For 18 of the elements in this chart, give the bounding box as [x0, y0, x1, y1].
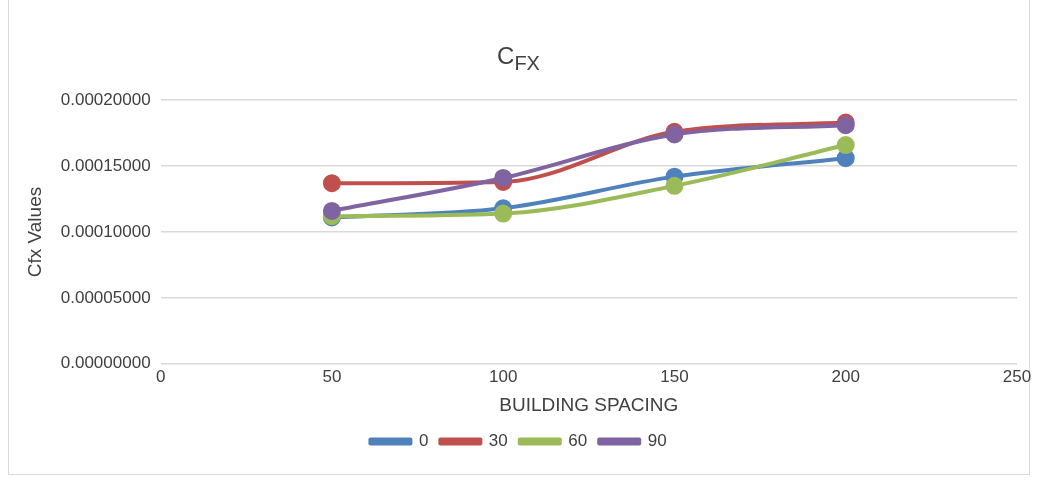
x-tick-label: 50 — [322, 366, 342, 386]
y-tick-label: 0.00020000 — [60, 89, 151, 109]
x-tick-label: 200 — [831, 366, 860, 386]
y-tick-label: 0.00000000 — [60, 353, 151, 373]
x-tick-label: 150 — [660, 366, 689, 386]
x-tick-label: 0 — [155, 366, 166, 386]
x-tick-label: 250 — [1002, 366, 1032, 386]
y-tick-label: 0.00005000 — [60, 287, 151, 307]
legend-label: 90 — [647, 431, 667, 451]
legend-label: 0 — [418, 431, 429, 451]
chart-title: C$_{FX}$ — [496, 42, 541, 75]
legend-label: 30 — [488, 431, 508, 451]
x-tick-label: 100 — [488, 366, 518, 386]
y-axis-title: Cfx Values — [23, 186, 45, 278]
y-tick-label: 0.00015000 — [60, 155, 151, 175]
x-axis-title: BUILDING SPACING — [499, 393, 679, 415]
y-tick-label: 0.00010000 — [60, 221, 151, 241]
legend-label: 60 — [568, 431, 588, 451]
